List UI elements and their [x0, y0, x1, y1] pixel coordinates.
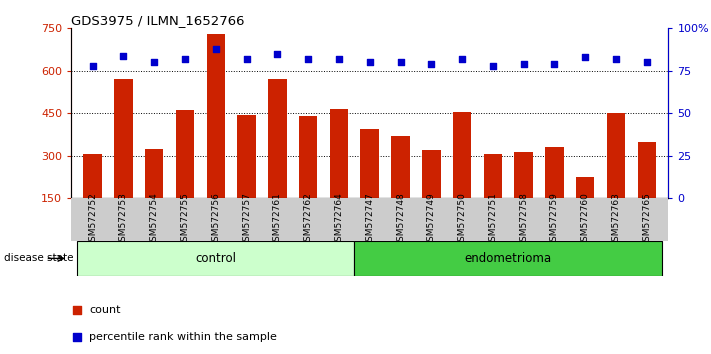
- Bar: [114, 79, 133, 241]
- Point: [333, 56, 345, 62]
- Bar: [545, 147, 564, 241]
- Text: disease state: disease state: [4, 253, 73, 263]
- Point: [179, 56, 191, 62]
- Bar: [207, 34, 225, 241]
- Text: GSM572748: GSM572748: [396, 192, 405, 247]
- Text: GSM572751: GSM572751: [488, 192, 498, 247]
- Point: [641, 59, 653, 65]
- Text: GSM572763: GSM572763: [611, 192, 621, 247]
- Text: GSM572747: GSM572747: [365, 192, 374, 247]
- Text: GSM572761: GSM572761: [273, 192, 282, 247]
- Bar: [299, 116, 317, 241]
- Bar: [606, 113, 625, 241]
- Point: [302, 56, 314, 62]
- Bar: [354, 241, 662, 276]
- Bar: [360, 129, 379, 241]
- Point: [272, 51, 283, 57]
- Bar: [268, 79, 287, 241]
- Bar: [576, 177, 594, 241]
- Text: GSM572753: GSM572753: [119, 192, 128, 247]
- Text: GSM572762: GSM572762: [304, 192, 313, 247]
- Point: [118, 53, 129, 58]
- Text: GSM572752: GSM572752: [88, 192, 97, 247]
- Text: endometrioma: endometrioma: [465, 252, 552, 265]
- Point: [456, 56, 468, 62]
- Bar: [237, 115, 256, 241]
- Bar: [77, 241, 354, 276]
- Text: GSM572756: GSM572756: [211, 192, 220, 247]
- Point: [395, 59, 406, 65]
- Text: GSM572750: GSM572750: [458, 192, 466, 247]
- Bar: [330, 109, 348, 241]
- Point: [87, 63, 98, 69]
- Text: GSM572764: GSM572764: [334, 192, 343, 247]
- Point: [487, 63, 498, 69]
- Point: [241, 56, 252, 62]
- Point: [426, 61, 437, 67]
- Text: GSM572755: GSM572755: [181, 192, 190, 247]
- Text: control: control: [196, 252, 236, 265]
- Bar: [176, 110, 194, 241]
- Text: GSM572765: GSM572765: [642, 192, 651, 247]
- Text: GSM572760: GSM572760: [581, 192, 589, 247]
- Point: [210, 46, 222, 52]
- Bar: [83, 154, 102, 241]
- Bar: [638, 142, 656, 241]
- Text: percentile rank within the sample: percentile rank within the sample: [89, 332, 277, 342]
- Bar: [453, 112, 471, 241]
- Text: GDS3975 / ILMN_1652766: GDS3975 / ILMN_1652766: [71, 14, 245, 27]
- Text: GSM572749: GSM572749: [427, 192, 436, 247]
- Bar: [391, 136, 410, 241]
- Text: count: count: [89, 305, 121, 315]
- Bar: [422, 150, 441, 241]
- Text: GSM572759: GSM572759: [550, 192, 559, 247]
- Point: [71, 307, 82, 313]
- Point: [518, 61, 529, 67]
- Text: GSM572754: GSM572754: [150, 192, 159, 247]
- Text: GSM572757: GSM572757: [242, 192, 251, 247]
- Bar: [145, 149, 164, 241]
- Point: [149, 59, 160, 65]
- Point: [71, 334, 82, 340]
- Point: [364, 59, 375, 65]
- Text: GSM572758: GSM572758: [519, 192, 528, 247]
- Point: [579, 55, 591, 60]
- Bar: [483, 154, 502, 241]
- Bar: [515, 152, 533, 241]
- Point: [549, 61, 560, 67]
- Point: [610, 56, 621, 62]
